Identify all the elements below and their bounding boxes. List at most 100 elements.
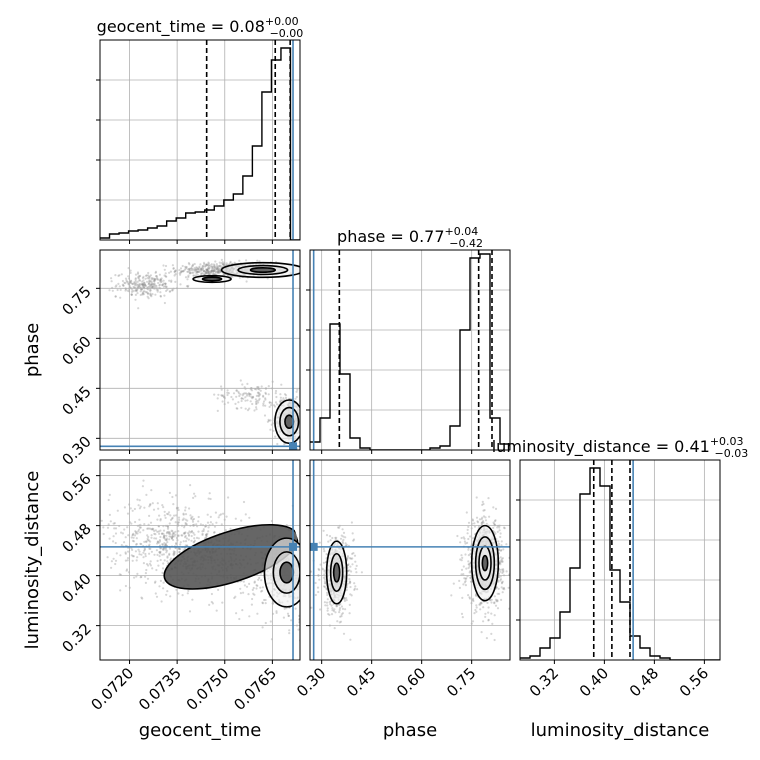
sample-point <box>216 270 219 273</box>
sample-point <box>296 388 299 391</box>
sample-point <box>145 568 148 572</box>
sample-point <box>134 273 138 276</box>
sample-point <box>167 513 170 516</box>
truth-marker-time-dist <box>289 542 298 551</box>
sample-point <box>170 536 173 539</box>
sample-point <box>331 607 334 610</box>
sample-point <box>278 400 281 403</box>
sample-point <box>499 535 502 539</box>
sample-point <box>102 526 105 529</box>
sample-point <box>276 403 279 406</box>
sample-point <box>146 537 149 541</box>
sample-point <box>257 395 260 398</box>
sample-point <box>492 506 495 509</box>
sample-point <box>258 388 261 391</box>
sample-point <box>190 539 193 542</box>
sample-point <box>177 534 180 537</box>
sample-point <box>143 506 146 509</box>
sample-point <box>114 541 117 545</box>
sample-point <box>181 534 184 537</box>
sample-point <box>493 520 497 523</box>
sample-point <box>126 559 129 562</box>
sample-point <box>131 533 135 536</box>
sample-point <box>468 597 472 600</box>
sample-point <box>213 265 216 268</box>
sample-point <box>216 266 219 269</box>
sample-point <box>353 554 357 557</box>
sample-point <box>124 536 127 539</box>
text-layer: geocent_time = 0.08+0.00 −0.00 phase = 0.7… <box>22 15 748 741</box>
sample-point <box>129 269 132 272</box>
sample-point <box>248 393 251 396</box>
sample-point <box>238 276 241 279</box>
sample-point <box>149 286 152 289</box>
sample-point <box>148 562 151 565</box>
sample-point <box>149 503 152 507</box>
sample-point <box>145 540 148 543</box>
sample-point <box>165 285 168 288</box>
sample-point <box>245 280 248 283</box>
sample-point <box>237 390 240 393</box>
sample-point <box>169 290 172 293</box>
sample-point <box>131 288 134 291</box>
sample-point <box>468 565 471 568</box>
sample-point <box>250 603 253 606</box>
xtick-label-geocent_time-2: 0.0750 <box>183 664 233 714</box>
sample-point <box>140 288 143 291</box>
sample-point <box>162 506 165 509</box>
sample-point <box>135 532 138 535</box>
y-axis-label-phase: phase <box>22 323 43 377</box>
ytick-label-luminosity_distance-2: 0.48 <box>58 520 94 556</box>
sample-point <box>167 530 170 534</box>
sample-point <box>134 277 137 280</box>
sample-point <box>213 269 216 272</box>
sample-point <box>480 602 483 605</box>
sample-point <box>322 576 325 579</box>
sample-point <box>141 293 144 296</box>
sample-point <box>180 534 183 537</box>
sample-point <box>138 526 142 529</box>
sample-point <box>140 288 143 291</box>
sample-point <box>207 264 210 267</box>
sample-point <box>244 399 247 402</box>
sample-point <box>238 394 241 398</box>
sample-point <box>153 529 156 533</box>
sample-point <box>181 518 184 522</box>
sample-point <box>203 537 207 540</box>
sample-point <box>177 547 180 550</box>
sample-point <box>119 554 122 557</box>
sample-point <box>195 536 199 540</box>
sample-point <box>177 592 180 595</box>
sample-point <box>304 588 306 590</box>
sample-point <box>344 608 347 611</box>
sample-point <box>191 515 194 518</box>
sample-point <box>207 526 210 529</box>
sample-point <box>149 294 153 297</box>
sample-point <box>498 529 501 532</box>
sample-point <box>500 568 503 571</box>
sample-point <box>148 275 151 278</box>
sample-point <box>138 284 141 287</box>
sample-point <box>211 523 214 526</box>
sample-point <box>345 597 348 600</box>
sample-point <box>172 552 175 555</box>
sample-point <box>499 561 502 564</box>
sample-point <box>135 283 138 286</box>
sample-point <box>253 581 256 584</box>
sample-point <box>263 598 266 602</box>
sample-point <box>135 542 138 546</box>
sample-point <box>352 539 355 542</box>
sample-point <box>156 277 159 281</box>
sample-point <box>295 395 298 399</box>
sample-point <box>463 577 466 580</box>
sample-point <box>471 620 475 623</box>
sample-point <box>163 534 166 537</box>
sample-point <box>134 284 137 287</box>
sample-point <box>208 492 211 495</box>
sample-point <box>142 290 145 293</box>
sample-point <box>206 513 209 516</box>
sample-point <box>186 278 189 281</box>
sample-point <box>245 585 249 588</box>
sample-point <box>493 601 496 604</box>
sample-point <box>262 404 265 407</box>
